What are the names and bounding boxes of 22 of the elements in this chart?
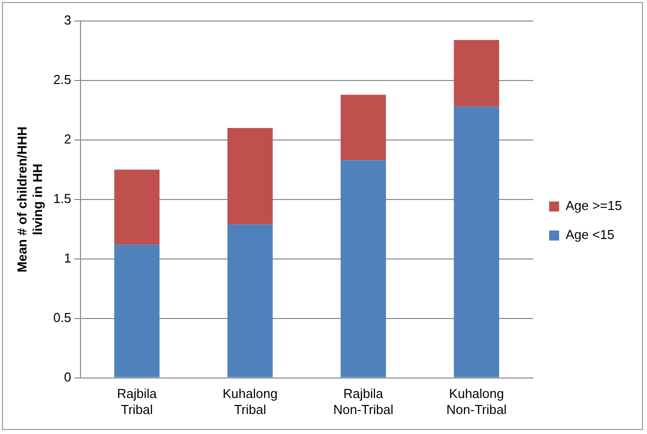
bar bbox=[114, 244, 160, 378]
bar bbox=[340, 160, 386, 378]
y-tick-label: 2 bbox=[64, 132, 72, 147]
bar bbox=[114, 170, 160, 245]
x-tick-label: Rajbila Non-Tribal bbox=[333, 386, 394, 417]
x-tick-label: Kuhalong Non-Tribal bbox=[446, 386, 507, 417]
legend-label: Age >=15 bbox=[566, 198, 622, 214]
x-tick-label: Rajbila Tribal bbox=[117, 386, 158, 417]
y-tick-label: 1 bbox=[64, 250, 72, 266]
bar bbox=[227, 224, 273, 378]
y-tick-label: 0.5 bbox=[53, 310, 72, 325]
y-axis-title: Mean # of children/HHH living in HH bbox=[14, 126, 45, 272]
bar bbox=[454, 106, 500, 378]
bar bbox=[227, 128, 273, 224]
y-tick-label: 3 bbox=[64, 12, 72, 28]
bar bbox=[340, 94, 386, 160]
y-tick-label: 2.5 bbox=[53, 72, 72, 88]
x-tick-label: Kuhalong Tribal bbox=[222, 386, 278, 417]
legend-label: Age <15 bbox=[566, 227, 614, 242]
y-tick-label: 0 bbox=[64, 369, 72, 384]
y-tick-label: 1.5 bbox=[53, 190, 72, 206]
bar bbox=[454, 40, 500, 107]
